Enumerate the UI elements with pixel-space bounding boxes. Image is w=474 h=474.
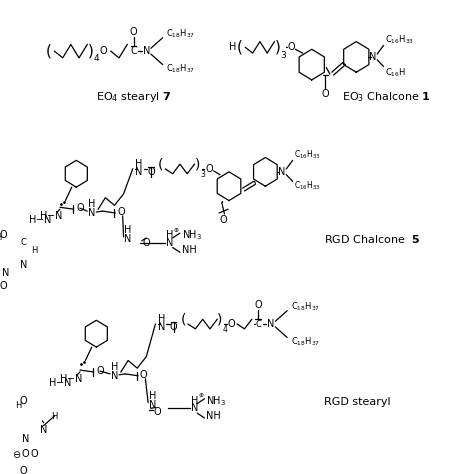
- Text: NH: NH: [182, 246, 197, 255]
- Text: N: N: [125, 234, 132, 244]
- Text: 4: 4: [223, 325, 228, 334]
- Text: H: H: [158, 314, 165, 324]
- Text: H$-$N: H$-$N: [39, 209, 63, 221]
- Text: ): ): [194, 157, 200, 171]
- Text: ): ): [88, 44, 94, 59]
- Text: O: O: [228, 319, 236, 329]
- Text: C$_{18}$H$_{37}$: C$_{18}$H$_{37}$: [166, 27, 195, 40]
- Text: $\ominus$: $\ominus$: [12, 449, 21, 460]
- Text: ): ): [275, 40, 281, 55]
- Text: 4: 4: [93, 55, 99, 64]
- Text: N: N: [158, 322, 165, 332]
- Text: O: O: [321, 89, 329, 99]
- Text: H: H: [31, 246, 38, 255]
- Text: RGD Chalcone  $\mathbf{5}$: RGD Chalcone $\mathbf{5}$: [324, 233, 419, 245]
- Text: H$-$N: H$-$N: [59, 372, 83, 384]
- Text: H: H: [166, 230, 173, 240]
- Text: O: O: [170, 322, 177, 332]
- Text: C$_{16}$H$_{33}$: C$_{16}$H$_{33}$: [294, 180, 321, 192]
- Text: O: O: [130, 27, 137, 37]
- Text: H: H: [111, 362, 118, 372]
- Text: H: H: [149, 391, 156, 401]
- Text: N: N: [278, 167, 285, 177]
- Text: N: N: [149, 400, 156, 410]
- Text: (: (: [237, 40, 243, 55]
- Text: O: O: [140, 370, 147, 380]
- Text: O: O: [143, 237, 150, 248]
- Text: O: O: [76, 203, 84, 213]
- Text: H: H: [88, 200, 95, 210]
- Text: O: O: [22, 449, 29, 459]
- Text: NH$_3$: NH$_3$: [206, 394, 227, 408]
- Text: ): ): [217, 312, 223, 326]
- Text: O: O: [117, 207, 125, 217]
- Text: N: N: [2, 268, 9, 278]
- Text: N: N: [191, 403, 198, 413]
- Text: N: N: [20, 260, 27, 270]
- Text: O: O: [154, 407, 161, 417]
- Text: N: N: [166, 237, 173, 248]
- Text: H$-$N: H$-$N: [28, 213, 52, 225]
- Text: O: O: [20, 396, 27, 406]
- Text: O: O: [20, 465, 27, 474]
- Text: H$-$N: H$-$N: [48, 375, 72, 388]
- Text: H: H: [0, 233, 1, 242]
- Text: C: C: [130, 46, 137, 56]
- Text: (: (: [46, 44, 52, 59]
- Text: O: O: [96, 366, 104, 376]
- Text: O: O: [254, 300, 262, 310]
- Text: (: (: [158, 157, 164, 171]
- Text: C$_{18}$H$_{37}$: C$_{18}$H$_{37}$: [291, 301, 320, 313]
- Text: N: N: [369, 52, 376, 62]
- Text: 3: 3: [281, 51, 286, 60]
- Text: H: H: [125, 225, 132, 235]
- Text: N: N: [136, 167, 143, 177]
- Text: C$_{16}$H$_{33}$: C$_{16}$H$_{33}$: [385, 34, 414, 46]
- Text: O: O: [220, 215, 228, 225]
- Text: H: H: [15, 401, 21, 410]
- Text: C$_{18}$H$_{37}$: C$_{18}$H$_{37}$: [166, 62, 195, 75]
- Text: EO$_3$ Chalcone $\mathbf{1}$: EO$_3$ Chalcone $\mathbf{1}$: [342, 90, 430, 104]
- Text: NH$_3$: NH$_3$: [182, 228, 202, 242]
- Text: $^\oplus$: $^\oplus$: [173, 227, 180, 236]
- Text: O: O: [147, 167, 155, 177]
- Text: O: O: [287, 42, 295, 52]
- Text: RGD stearyl: RGD stearyl: [324, 397, 390, 407]
- Text: O: O: [205, 164, 213, 174]
- Text: O: O: [31, 449, 38, 459]
- Text: NH: NH: [206, 411, 221, 421]
- Text: EO$_4$ stearyl $\mathbf{7}$: EO$_4$ stearyl $\mathbf{7}$: [96, 90, 172, 104]
- Text: N: N: [143, 46, 150, 56]
- Text: N: N: [22, 434, 29, 444]
- Text: O: O: [0, 281, 8, 291]
- Text: O: O: [100, 46, 108, 56]
- Text: N: N: [88, 208, 95, 218]
- Text: N: N: [267, 319, 274, 329]
- Text: O: O: [0, 230, 8, 240]
- Text: C$_{16}$H: C$_{16}$H: [385, 66, 407, 79]
- Text: (: (: [181, 312, 186, 326]
- Text: C: C: [21, 238, 27, 247]
- Text: H: H: [51, 411, 58, 420]
- Text: C: C: [255, 319, 261, 328]
- Text: H: H: [191, 396, 198, 406]
- Text: $^\oplus$: $^\oplus$: [197, 392, 205, 401]
- Text: N: N: [40, 425, 47, 436]
- Text: H: H: [229, 42, 237, 52]
- Text: N: N: [111, 371, 118, 381]
- Text: C$_{18}$H$_{37}$: C$_{18}$H$_{37}$: [291, 335, 320, 347]
- Text: C$_{16}$H$_{33}$: C$_{16}$H$_{33}$: [294, 148, 321, 161]
- Text: H: H: [136, 159, 143, 169]
- Text: 3: 3: [200, 170, 205, 179]
